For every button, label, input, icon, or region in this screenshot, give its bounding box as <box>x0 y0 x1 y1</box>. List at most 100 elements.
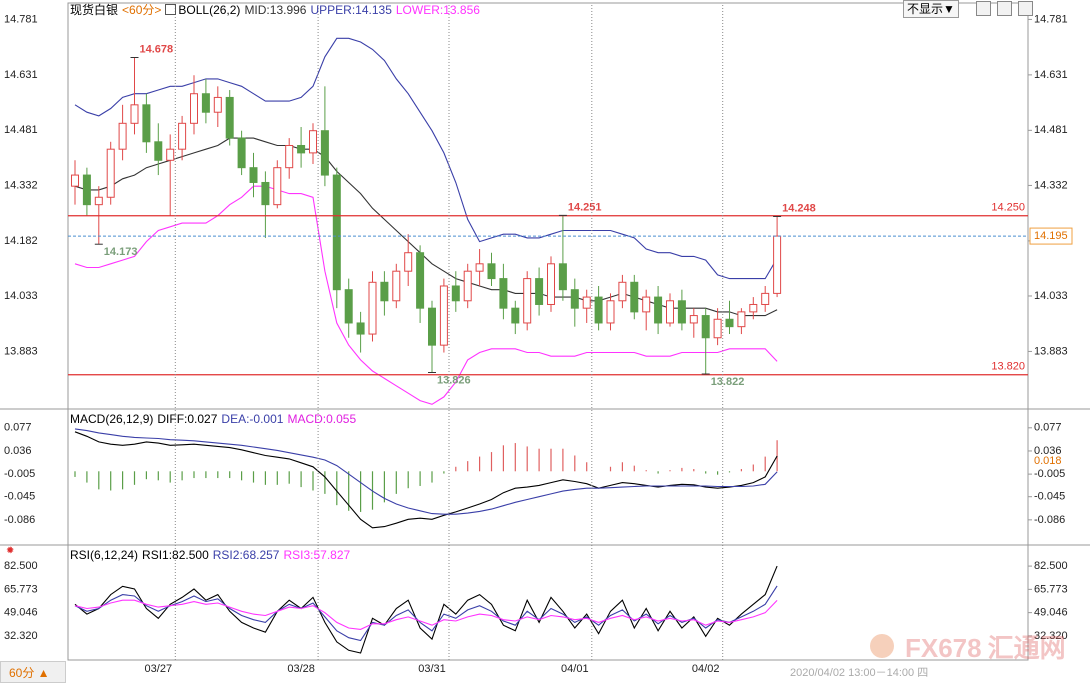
candle-body <box>320 130 329 176</box>
y-tick-label: 82.500 <box>1034 560 1068 572</box>
hide-button[interactable]: 不显示▼ <box>903 0 959 18</box>
candle-body <box>237 137 246 169</box>
candle-body <box>368 281 377 335</box>
candle-body <box>118 122 127 150</box>
extreme-label: 14.248 <box>782 202 816 214</box>
candle-body <box>773 235 782 294</box>
x-tick-label: 04/02 <box>692 663 720 675</box>
extreme-label: 14.678 <box>140 43 174 55</box>
y-tick-label: -0.045 <box>1034 491 1065 503</box>
level-label: 14.250 <box>991 202 1025 214</box>
candle-body <box>142 104 151 143</box>
y-tick-label: 13.883 <box>1034 345 1068 357</box>
y-tick-label: 82.500 <box>4 560 38 572</box>
candle-body <box>178 122 187 150</box>
candle-body <box>416 252 425 309</box>
level-label: 13.820 <box>991 361 1025 373</box>
candle-body <box>106 148 115 198</box>
candle-body <box>309 130 317 154</box>
candle-body <box>701 315 710 339</box>
y-tick-label: 14.033 <box>4 290 38 302</box>
candle-body <box>606 300 615 324</box>
instrument: 现货白银 <box>70 3 119 17</box>
period[interactable]: <60分> <box>122 3 162 17</box>
macd-line <box>74 431 778 529</box>
macd-line <box>74 428 778 515</box>
watermark-name: 汇通网 <box>987 633 1066 663</box>
candle-body <box>428 307 436 346</box>
candle-body <box>713 318 722 339</box>
candle-body <box>344 289 353 324</box>
tool-icon[interactable] <box>997 1 1012 16</box>
candle-body <box>261 181 270 206</box>
watermark-brand: FX678 <box>905 633 982 663</box>
extreme-label: 13.826 <box>437 374 471 386</box>
candle-body <box>630 281 639 313</box>
rsi-line <box>74 585 778 642</box>
candle-body <box>677 300 686 324</box>
candle-body <box>285 144 294 169</box>
indicator: RSI(6,12,24) <box>70 548 139 562</box>
cursor-time: 2020/04/02 13:00－14:00 四 <box>790 667 929 679</box>
boll-line <box>74 185 778 405</box>
extreme-label: 14.251 <box>568 201 602 213</box>
macd-header: MACD(26,12,9) DIFF:0.027 DEA:-0.001 MACD:0.… <box>70 412 360 426</box>
y-tick-label: 14.481 <box>4 124 38 136</box>
legend-entry: RSI3:57.827 <box>283 548 351 562</box>
candle-body <box>737 311 746 328</box>
candle-body <box>511 307 520 324</box>
candle-body <box>94 196 103 206</box>
candle-body <box>404 252 413 272</box>
y-tick-label: -0.086 <box>4 514 35 526</box>
y-tick-label: -0.086 <box>1034 514 1065 526</box>
period-selector[interactable]: 60分 ▲ <box>0 661 66 683</box>
y-tick-label: 0.036 <box>4 445 32 457</box>
candle-body <box>201 93 210 113</box>
last-price-label: 14.195 <box>1034 230 1068 242</box>
y-tick-label: 0.077 <box>1034 422 1062 434</box>
candle-body <box>332 174 341 291</box>
legend-entry: MID:13.996 <box>244 3 307 17</box>
candle-body <box>190 93 198 124</box>
candle-body <box>225 96 234 139</box>
y-tick-label: 0.077 <box>4 422 32 434</box>
rsi-line <box>74 565 778 654</box>
candle-body <box>535 278 544 305</box>
candle-body <box>666 300 674 324</box>
candle-body <box>570 289 579 309</box>
tool-icon[interactable] <box>976 1 991 16</box>
settings-icon[interactable]: ✹ <box>6 546 14 557</box>
candle-body <box>475 263 484 272</box>
main-header: 现货白银 <60分> BOLL(26,2) MID:13.996 UPPER:14.13… <box>70 1 484 18</box>
rsi-line <box>74 599 778 630</box>
candle-body <box>749 303 758 313</box>
candle-body <box>582 296 591 309</box>
candle-body <box>380 281 389 302</box>
indicator-icon[interactable] <box>165 4 177 15</box>
y-tick-label: 65.773 <box>1034 583 1068 595</box>
legend-entry: DIFF:0.027 <box>157 412 218 426</box>
candle-body <box>689 315 698 324</box>
candle-body <box>154 141 163 161</box>
y-tick-label: 14.182 <box>4 235 38 247</box>
boll-line <box>74 37 778 280</box>
candle-body <box>249 167 258 183</box>
plot-frame <box>67 2 1029 661</box>
indicator: MACD(26,12,9) <box>70 412 154 426</box>
candle-body <box>130 104 139 124</box>
candle-body <box>523 278 532 324</box>
candle-body <box>558 263 567 291</box>
extreme-label: 13.822 <box>711 376 745 388</box>
candle-body <box>761 292 770 305</box>
x-tick-label: 03/28 <box>287 663 315 675</box>
y-tick-label: -0.045 <box>4 491 35 503</box>
candle-body <box>487 263 496 280</box>
tool-icon[interactable] <box>1018 1 1033 16</box>
legend-entry: DEA:-0.001 <box>221 412 284 426</box>
extreme-label: 14.173 <box>104 246 138 258</box>
candle-body <box>547 263 555 305</box>
candle-body <box>297 144 306 154</box>
candle-body <box>213 96 222 113</box>
y-tick-label: 65.773 <box>4 583 38 595</box>
legend-entry: MACD:0.055 <box>287 412 357 426</box>
